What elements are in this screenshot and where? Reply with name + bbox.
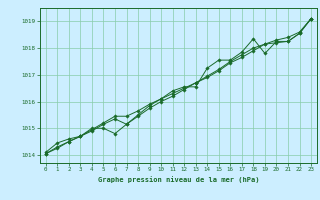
X-axis label: Graphe pression niveau de la mer (hPa): Graphe pression niveau de la mer (hPa) — [98, 176, 259, 183]
